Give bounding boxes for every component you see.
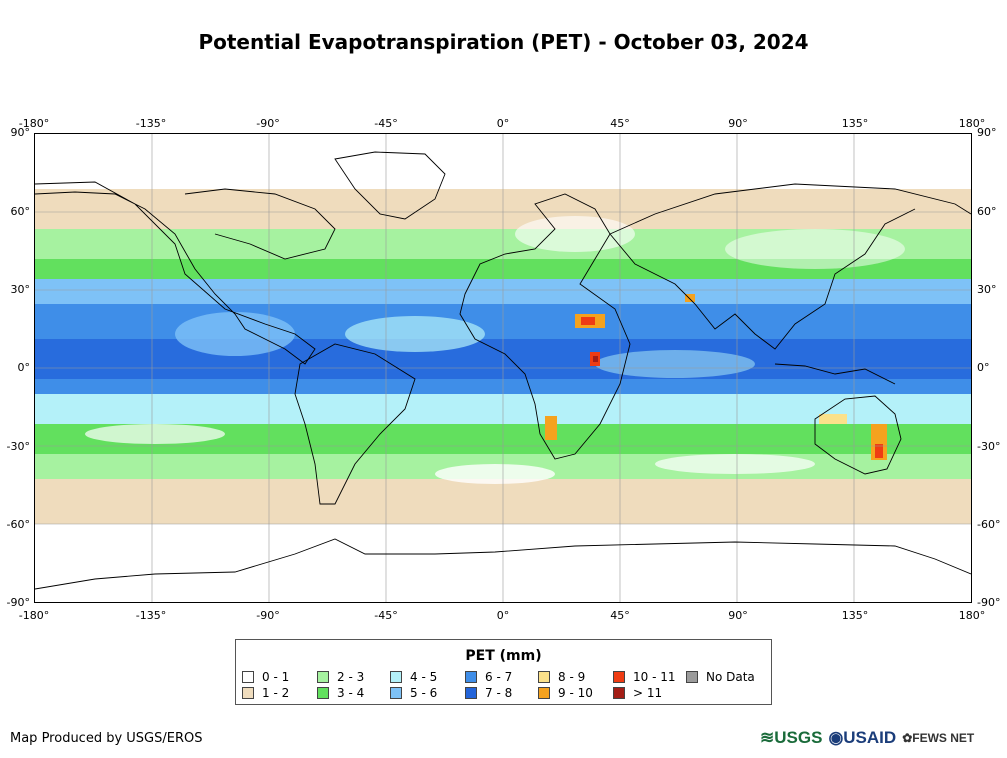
usgs-logo: ≋USGS bbox=[760, 728, 823, 747]
credit-text: Map Produced by USGS/EROS bbox=[10, 731, 203, 746]
lon-tick-bottom: 45° bbox=[610, 609, 630, 622]
legend-item: 6 - 7 bbox=[465, 670, 512, 684]
logo-strip: ≋USGS ◉USAID ✿FEWS NET bbox=[760, 722, 1005, 754]
lon-tick-top: 45° bbox=[610, 117, 630, 130]
lat-tick-right: -30° bbox=[977, 440, 1001, 453]
map-title: Potential Evapotranspiration (PET) - Oct… bbox=[198, 30, 809, 54]
lat-tick-left: 30° bbox=[10, 283, 31, 296]
lon-tick-bottom: 0° bbox=[496, 609, 510, 622]
legend-swatch bbox=[465, 687, 477, 699]
legend-item: 10 - 11 bbox=[613, 670, 676, 684]
legend-item: 4 - 5 bbox=[390, 670, 437, 684]
lon-tick-top: -90° bbox=[256, 117, 280, 130]
lon-tick-bottom: 135° bbox=[841, 609, 869, 622]
legend-item: No Data bbox=[686, 670, 755, 684]
lon-tick-bottom: -90° bbox=[256, 609, 280, 622]
lat-tick-right: 90° bbox=[977, 126, 997, 139]
lat-tick-left: -90° bbox=[6, 596, 30, 609]
legend-swatch bbox=[390, 687, 402, 699]
legend-item: 8 - 9 bbox=[538, 670, 585, 684]
lon-tick-bottom: -135° bbox=[135, 609, 167, 622]
coastlines bbox=[35, 151, 971, 590]
legend-item: 1 - 2 bbox=[242, 686, 289, 700]
lat-tick-left: -60° bbox=[6, 518, 30, 531]
lon-tick-bottom: 180° bbox=[958, 609, 986, 622]
lat-tick-right: 30° bbox=[977, 283, 997, 296]
legend-item: 0 - 1 bbox=[242, 670, 289, 684]
legend-item: > 11 bbox=[613, 686, 662, 700]
lat-tick-left: -30° bbox=[6, 440, 30, 453]
lat-tick-right: -60° bbox=[977, 518, 1001, 531]
legend-item: 9 - 10 bbox=[538, 686, 593, 700]
legend-swatch bbox=[465, 671, 477, 683]
legend-item: 2 - 3 bbox=[317, 670, 364, 684]
lon-tick-bottom: -180° bbox=[18, 609, 50, 622]
legend-swatch bbox=[538, 687, 550, 699]
fews-net-logo: ✿FEWS NET bbox=[902, 731, 975, 745]
lon-tick-bottom: -45° bbox=[374, 609, 398, 622]
legend: PET (mm) 0 - 1 1 - 2 2 - 3 3 - 4 4 - 5 5… bbox=[235, 639, 772, 705]
lon-tick-top: -45° bbox=[374, 117, 398, 130]
lon-tick-top: 0° bbox=[496, 117, 510, 130]
legend-swatch bbox=[317, 687, 329, 699]
lat-tick-right: 0° bbox=[977, 361, 990, 374]
legend-swatch bbox=[613, 687, 625, 699]
lat-tick-right: 60° bbox=[977, 205, 997, 218]
legend-swatch bbox=[317, 671, 329, 683]
legend-item: 5 - 6 bbox=[390, 686, 437, 700]
legend-swatch bbox=[686, 671, 698, 683]
legend-swatch bbox=[242, 671, 254, 683]
pet-map bbox=[34, 133, 972, 603]
lon-tick-bottom: 90° bbox=[728, 609, 748, 622]
lat-tick-left: 60° bbox=[10, 205, 31, 218]
lat-tick-left: 90° bbox=[10, 126, 31, 139]
legend-title: PET (mm) bbox=[465, 648, 542, 664]
lon-tick-top: -180° bbox=[18, 117, 50, 130]
lat-tick-left: 0° bbox=[17, 361, 31, 374]
legend-item: 7 - 8 bbox=[465, 686, 512, 700]
lon-tick-top: -135° bbox=[135, 117, 167, 130]
lon-tick-top: 135° bbox=[841, 117, 869, 130]
legend-swatch bbox=[613, 671, 625, 683]
legend-swatch bbox=[390, 671, 402, 683]
graticule bbox=[35, 134, 971, 602]
legend-swatch bbox=[538, 671, 550, 683]
legend-swatch bbox=[242, 687, 254, 699]
lon-tick-top: 90° bbox=[728, 117, 748, 130]
legend-item: 3 - 4 bbox=[317, 686, 364, 700]
pet-map-canvas bbox=[35, 134, 971, 602]
lon-tick-top: 180° bbox=[958, 117, 986, 130]
lat-tick-right: -90° bbox=[977, 596, 1001, 609]
usaid-logo: ◉USAID bbox=[828, 728, 897, 747]
